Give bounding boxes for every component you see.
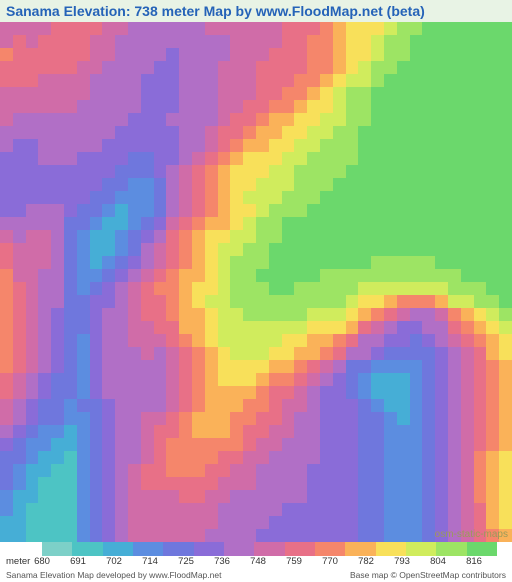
legend-tick: 748	[250, 556, 266, 567]
legend-tick: 759	[286, 556, 302, 567]
legend-tick: 714	[142, 556, 158, 567]
legend-tick: 782	[358, 556, 374, 567]
map-attribution: osm-static-maps	[435, 529, 508, 540]
legend-tick: 691	[70, 556, 86, 567]
color-legend: meter 680 691 702 714 725 736 748 759 770 782 793 8…	[0, 542, 512, 582]
legend-tick: 816	[466, 556, 482, 567]
legend-unit: meter	[6, 556, 30, 567]
elevation-heatmap: osm-static-maps	[0, 22, 512, 542]
legend-tick: 793	[394, 556, 410, 567]
legend-tick: 736	[214, 556, 230, 567]
legend-tick: 725	[178, 556, 194, 567]
credit-left: Sanama Elevation Map developed by www.Fl…	[6, 570, 221, 580]
legend-tick: 702	[106, 556, 122, 567]
legend-tick: 804	[430, 556, 446, 567]
credit-right: Base map © OpenStreetMap contributors	[350, 570, 506, 580]
legend-tick: 770	[322, 556, 338, 567]
legend-tick: 680	[34, 556, 50, 567]
page-title: Sanama Elevation: 738 meter Map by www.F…	[0, 0, 512, 22]
